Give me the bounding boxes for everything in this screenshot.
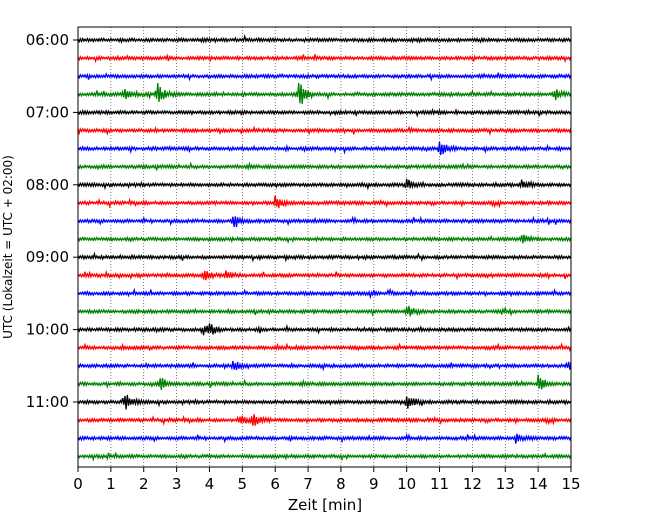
trace-line-row-21 [77, 414, 572, 426]
vertical-gridlines [110, 27, 539, 467]
trace-line-row-23 [77, 451, 572, 462]
trace-line-row-1 [77, 53, 572, 64]
trace-line-row-10 [77, 215, 572, 228]
trace-line-row-2 [77, 71, 572, 82]
x-tick-label: 5 [238, 475, 248, 493]
x-tick-label: 8 [336, 475, 346, 493]
x-tick-label: 12 [463, 475, 482, 493]
y-tick-label: 11:00 [26, 393, 69, 411]
y-axis-label: UTC (Lokalzeit = UTC + 02:00) [1, 155, 15, 339]
trace-line-row-5 [77, 125, 572, 136]
trace-line-row-15 [77, 305, 572, 318]
trace-line-row-22 [77, 432, 572, 444]
trace-line-row-7 [77, 161, 572, 171]
trace-line-row-6 [77, 141, 572, 156]
x-tick-label: 4 [205, 475, 215, 493]
x-tick-label: 1 [106, 475, 116, 493]
trace-line-row-13 [77, 269, 572, 281]
trace-line-row-18 [77, 360, 572, 372]
trace-line-row-17 [77, 342, 572, 353]
trace-line-row-19 [77, 374, 572, 390]
x-axis-label: Zeit [min] [288, 496, 362, 514]
x-tick-label: 2 [139, 475, 149, 493]
y-tick-label: 07:00 [26, 103, 69, 121]
seismic-traces [77, 33, 572, 462]
trace-line-row-9 [77, 195, 572, 209]
x-tick-label: 15 [561, 475, 580, 493]
trace-line-row-12 [77, 251, 572, 263]
trace-line-row-20 [77, 394, 572, 410]
y-axis-ticks: 06:00 07:00 08:00 09:00 10:00 11:00 [26, 31, 78, 411]
trace-line-row-14 [77, 287, 572, 300]
trace-line-row-11 [77, 234, 572, 245]
x-tick-label: 10 [397, 475, 416, 493]
y-tick-label: 09:00 [26, 248, 69, 266]
y-tick-label: 06:00 [26, 31, 69, 49]
x-tick-label: 9 [369, 475, 379, 493]
x-tick-label: 0 [73, 475, 83, 493]
trace-line-row-0 [77, 33, 572, 44]
x-tick-label: 6 [270, 475, 280, 493]
x-tick-label: 7 [303, 475, 313, 493]
trace-line-row-4 [77, 107, 572, 118]
x-tick-label: 13 [496, 475, 515, 493]
trace-line-row-3 [77, 83, 572, 105]
y-tick-label: 10:00 [26, 321, 69, 339]
x-tick-label: 11 [430, 475, 449, 493]
x-tick-label: 3 [172, 475, 182, 493]
x-axis-ticks: 0 1 2 3 4 5 6 7 8 9 10 11 12 13 14 15 [73, 467, 581, 493]
x-tick-label: 14 [529, 475, 548, 493]
trace-line-row-8 [77, 178, 572, 191]
trace-line-row-16 [77, 323, 572, 336]
y-tick-label: 08:00 [26, 176, 69, 194]
axes-frame [77, 26, 572, 468]
